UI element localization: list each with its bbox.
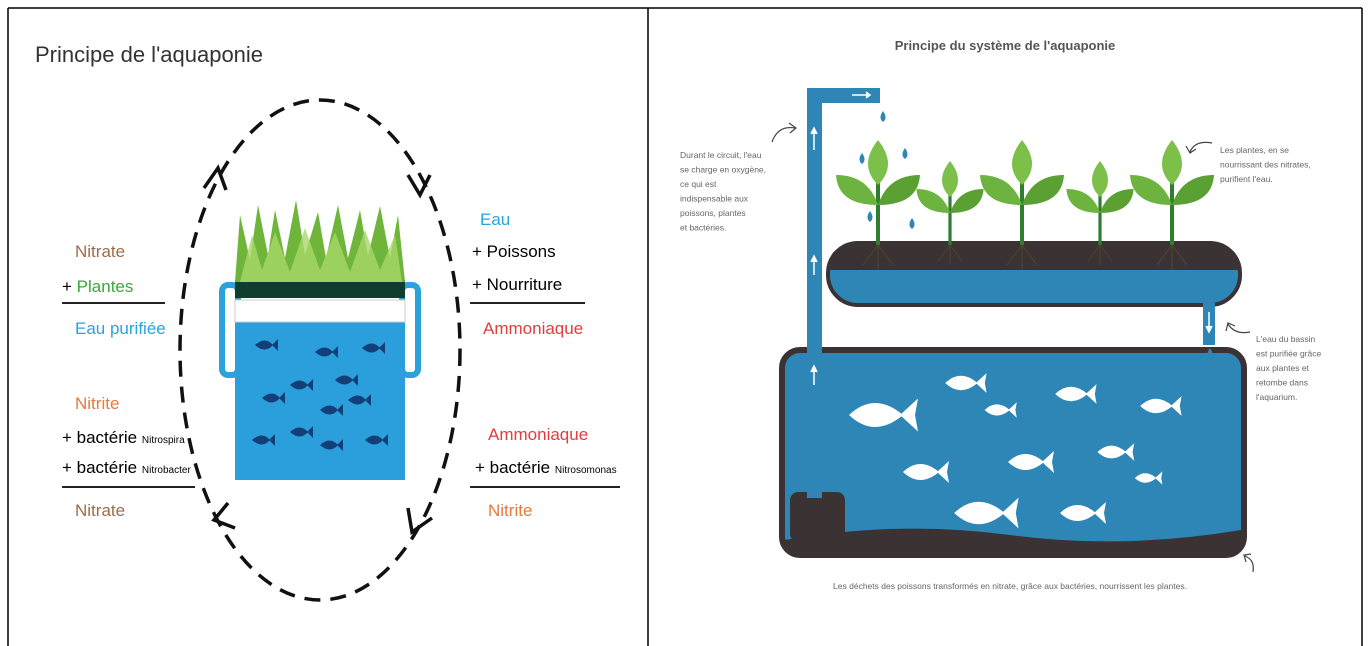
drop bbox=[860, 153, 865, 164]
note-text: aux plantes et bbox=[1256, 363, 1310, 373]
leaf bbox=[836, 175, 878, 205]
label: Nitrate bbox=[75, 501, 125, 520]
note-text: retombe dans bbox=[1256, 378, 1308, 388]
leaf bbox=[916, 189, 950, 213]
leaf bbox=[1022, 175, 1064, 205]
bottom-left-label: Nitrite + bactérie Nitrospira + bactérie… bbox=[62, 394, 195, 520]
label: Nitrite bbox=[488, 501, 532, 520]
label: + bbox=[62, 277, 72, 296]
label: + bactérie bbox=[62, 428, 137, 447]
label: + Nourriture bbox=[472, 275, 562, 294]
drop bbox=[881, 111, 886, 122]
label: + Plantes bbox=[62, 277, 133, 296]
label: Plantes bbox=[77, 277, 134, 296]
note-text: L'eau du bassin bbox=[1256, 334, 1316, 344]
note-text: l'aquarium. bbox=[1256, 392, 1297, 402]
label: Eau bbox=[480, 210, 510, 229]
leaf bbox=[1130, 175, 1172, 205]
leaf bbox=[1012, 140, 1032, 185]
drop bbox=[910, 218, 915, 229]
label: + bactérie Nitrobacter bbox=[62, 458, 191, 477]
note-text: Durant le circuit, l'eau bbox=[680, 150, 762, 160]
drop bbox=[903, 148, 908, 159]
leaf bbox=[1092, 161, 1108, 197]
label: Nitrosomonas bbox=[555, 465, 617, 476]
leaf bbox=[868, 140, 888, 185]
label: + Poissons bbox=[472, 242, 556, 261]
note-text: ce qui est bbox=[680, 179, 717, 189]
leaf bbox=[878, 175, 920, 205]
left-title: Principe de l'aquaponie bbox=[35, 42, 263, 67]
label: Nitrospira bbox=[142, 435, 185, 446]
label: Nitrobacter bbox=[142, 465, 192, 476]
label: Ammoniaque bbox=[483, 319, 583, 338]
label: + bactérie Nitrosomonas bbox=[475, 458, 617, 477]
leaf bbox=[980, 175, 1022, 205]
right-title: Principe du système de l'aquaponie bbox=[895, 38, 1116, 53]
label: Nitrite bbox=[75, 394, 119, 413]
leaf bbox=[942, 161, 958, 197]
note-text: se charge en oxygène, bbox=[680, 165, 766, 175]
leaf bbox=[1100, 189, 1134, 213]
note-text: Les déchets des poissons transformés en … bbox=[833, 581, 1187, 591]
note-text: purifient l'eau. bbox=[1220, 174, 1273, 184]
page: Principe de l'aquaponie Nitrate + Plante… bbox=[0, 0, 1371, 646]
leaf bbox=[1162, 140, 1182, 185]
note-text: Les plantes, en se bbox=[1220, 145, 1289, 155]
leaf bbox=[1066, 189, 1100, 213]
label: + bactérie bbox=[62, 458, 137, 477]
top-left-label: Nitrate + Plantes Eau purifiée bbox=[62, 242, 166, 338]
leaf bbox=[1172, 175, 1214, 205]
note-text: et bactéries. bbox=[680, 223, 726, 233]
label: + bactérie Nitrospira bbox=[62, 428, 185, 447]
note-text: est purifiée grâce bbox=[1256, 349, 1321, 359]
leaf bbox=[950, 189, 984, 213]
label: Ammoniaque bbox=[488, 425, 588, 444]
top-right-label: Eau + Poissons + Nourriture Ammoniaque bbox=[470, 210, 585, 338]
label: + bactérie bbox=[475, 458, 550, 477]
bottom-right-label: Ammoniaque + bactérie Nitrosomonas Nitri… bbox=[470, 425, 620, 520]
note-text: indispensable aux bbox=[680, 194, 749, 204]
note-text: poissons, plantes bbox=[680, 208, 746, 218]
aquarium bbox=[782, 88, 1244, 555]
drop bbox=[868, 211, 873, 222]
note-text: nourrissant des nitrates, bbox=[1220, 160, 1311, 170]
label: Nitrate bbox=[75, 242, 125, 261]
tank bbox=[222, 200, 418, 480]
label: Eau purifiée bbox=[75, 319, 166, 338]
